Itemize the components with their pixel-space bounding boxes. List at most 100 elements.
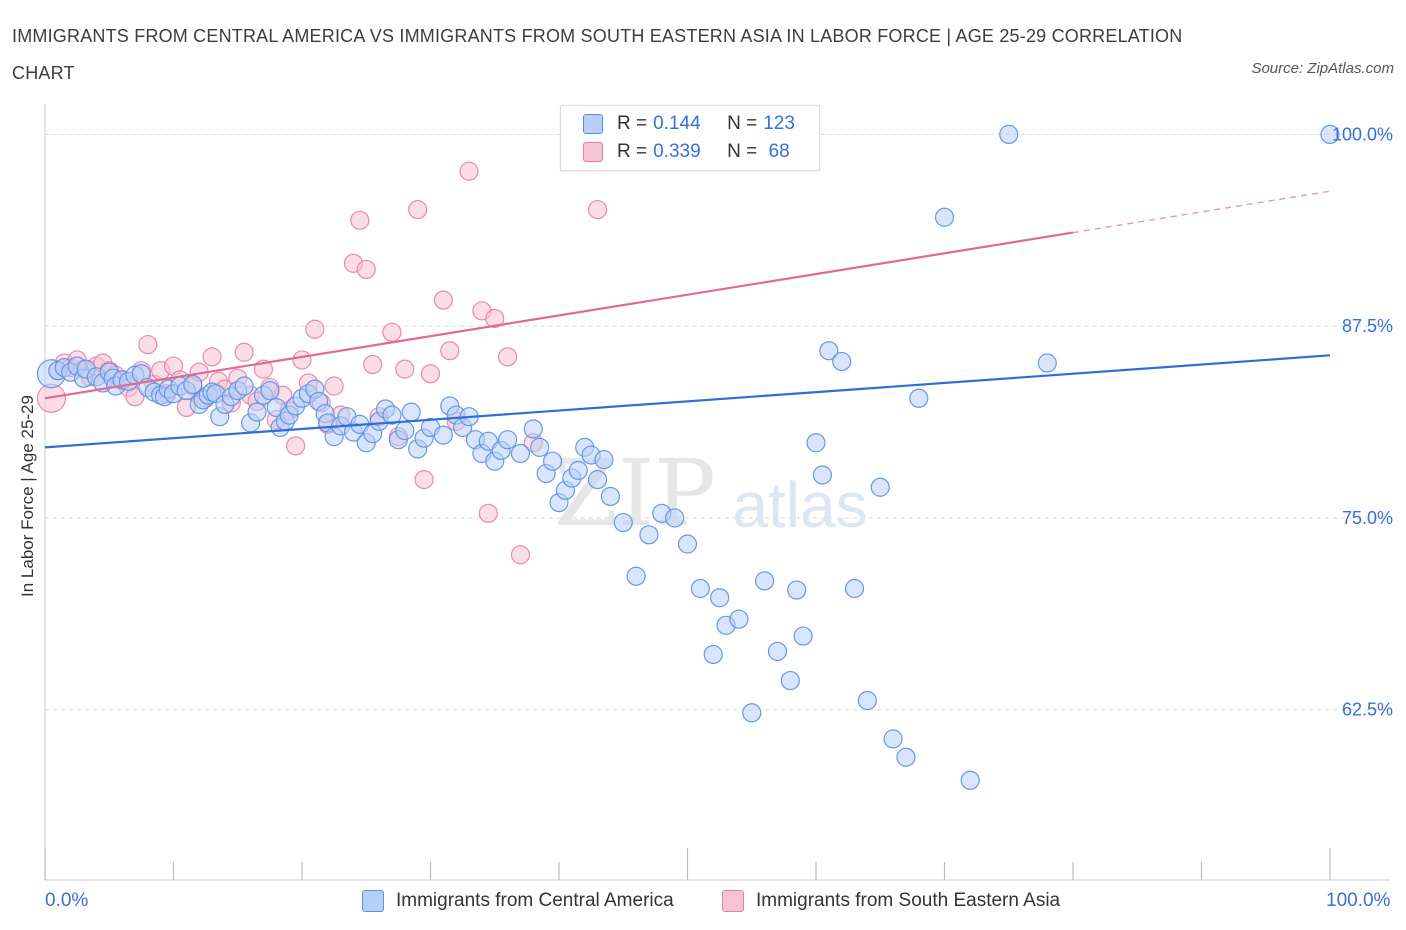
blue-point <box>395 420 415 441</box>
blue-point <box>247 402 267 422</box>
blue-point <box>1037 353 1057 373</box>
blue-point <box>909 388 929 408</box>
bottom-legend-swatch-blue <box>362 890 384 912</box>
blue-point <box>896 747 916 767</box>
x-tick-label-max: 100.0% <box>1326 890 1391 911</box>
bottom-legend-label: Immigrants from South Eastern Asia <box>756 890 1061 911</box>
blue-point <box>999 124 1019 145</box>
blue-point <box>498 430 518 450</box>
trend-line-south-eastern-asia <box>44 231 1074 400</box>
blue-point <box>382 405 402 425</box>
y-tick-label: 75.0% <box>1342 508 1393 528</box>
pink-point <box>382 322 402 342</box>
series-south-eastern-asia <box>36 161 608 565</box>
bottom-legend-item-central-america: Immigrants from Central America <box>362 890 674 912</box>
pink-point <box>459 161 479 181</box>
pink-point <box>305 319 325 339</box>
pink-point <box>414 469 434 490</box>
blue-point <box>260 381 280 401</box>
blue-point <box>780 670 800 691</box>
blue-point <box>1320 124 1340 145</box>
blue-point <box>729 609 749 629</box>
blue-point <box>639 525 659 545</box>
pink-point <box>356 259 376 280</box>
y-tick-label: 87.5% <box>1342 316 1393 336</box>
blue-point <box>234 376 254 396</box>
trend-lines <box>44 190 1331 449</box>
legend-n-label: N = <box>727 113 758 134</box>
trend-line-central-america <box>44 354 1331 449</box>
legend-swatch-pink <box>583 142 603 162</box>
blue-point <box>594 450 614 470</box>
watermark-atlas: atlas <box>732 469 867 541</box>
y-tick-label: 100.0% <box>1332 124 1393 144</box>
pink-point <box>138 334 158 355</box>
blue-point <box>806 433 826 453</box>
x-tick-label-min: 0.0% <box>45 890 89 911</box>
pink-point <box>433 290 453 310</box>
legend-row-blue: R = 0.144 N = 123 <box>583 112 795 136</box>
bottom-legend-item-south-eastern-asia: Immigrants from South Eastern Asia <box>722 890 1060 912</box>
bottom-legend-swatch-pink <box>722 890 744 912</box>
blue-point <box>742 703 762 723</box>
y-tick-label: 62.5% <box>1342 700 1393 720</box>
pink-point <box>510 545 531 565</box>
legend-r-label: R = <box>617 141 648 162</box>
axes <box>44 104 1390 881</box>
pink-point <box>395 359 415 379</box>
blue-point <box>767 641 788 662</box>
pink-point <box>285 436 306 456</box>
legend-n-label: N = <box>727 141 758 162</box>
pink-point <box>485 308 505 329</box>
pink-point <box>363 354 383 375</box>
blue-point <box>523 419 543 439</box>
blue-point <box>542 451 563 471</box>
blue-point <box>433 425 453 445</box>
pink-point <box>408 199 428 220</box>
blue-point <box>587 469 608 490</box>
pink-point <box>587 199 608 220</box>
pink-point <box>234 342 254 362</box>
bottom-legend-label: Immigrants from Central America <box>396 890 674 911</box>
blue-point <box>883 729 903 749</box>
blue-point <box>960 770 980 790</box>
blue-point <box>812 465 833 485</box>
y-tick-labels: 100.0% 87.5% 75.0% 62.5% <box>1332 124 1393 719</box>
blue-point <box>183 374 203 395</box>
legend-swatch-blue <box>583 114 603 134</box>
blue-point <box>677 534 698 554</box>
blue-point <box>665 508 685 528</box>
blue-point <box>787 580 807 600</box>
source-label: Source: ZipAtlas.com <box>1251 60 1394 77</box>
watermark: ZIP atlas <box>554 440 868 547</box>
blue-point <box>793 626 813 646</box>
pink-point <box>420 364 441 384</box>
blue-point <box>568 460 588 480</box>
legend-row-pink: R = 0.339 N = 68 <box>583 140 790 164</box>
blue-point <box>857 690 878 711</box>
legend-box: R = 0.144 N = 123 R = 0.339 N = 68 <box>560 105 820 171</box>
blue-point <box>401 402 421 422</box>
blue-point <box>600 486 621 507</box>
blue-point <box>626 566 646 586</box>
blue-point <box>819 341 839 361</box>
legend-n-value: 68 <box>763 141 790 162</box>
chart-title: IMMIGRANTS FROM CENTRAL AMERICA VS IMMIG… <box>12 26 1183 83</box>
legend-r-value: 0.144 <box>653 113 701 134</box>
legend-r-value: 0.339 <box>653 141 701 162</box>
pink-point <box>440 341 460 361</box>
blue-point <box>510 443 531 464</box>
watermark-zip: ZIP <box>554 440 716 547</box>
blue-point <box>710 588 730 608</box>
legend-r-label: R = <box>617 113 648 134</box>
pink-point <box>478 503 498 523</box>
blue-point <box>934 207 955 227</box>
pink-point <box>292 350 312 370</box>
blue-point <box>690 578 710 599</box>
blue-point <box>613 512 633 533</box>
blue-point <box>703 644 723 665</box>
bottom-legend: 0.0% Immigrants from Central America Imm… <box>0 888 1406 916</box>
blue-point <box>870 477 890 497</box>
blue-point <box>530 437 550 457</box>
